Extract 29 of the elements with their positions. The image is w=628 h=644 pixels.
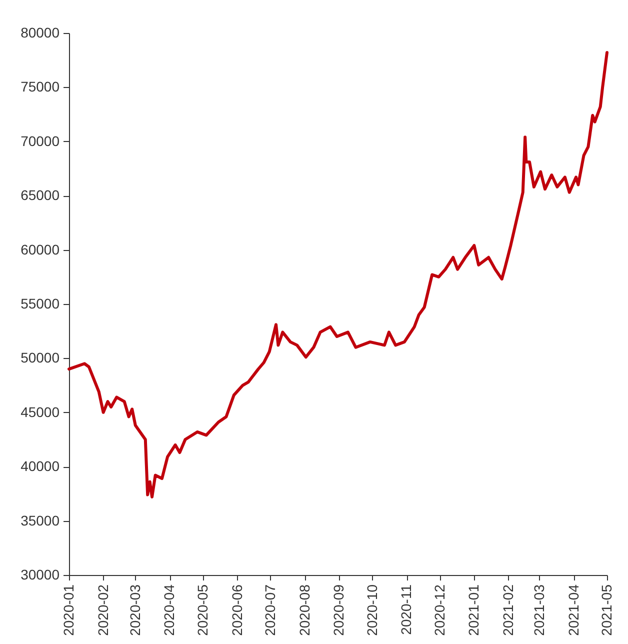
y-tick-label: 35000 [20,512,60,528]
x-tick-label: 2020-04 [161,584,178,636]
x-tick-label: 2020-09 [330,584,347,636]
y-tick-label: 40000 [20,458,60,474]
x-tick-label: 2020-12 [431,584,448,636]
x-tick-label: 2021-02 [500,584,516,636]
x-tick-label: 2020-06 [228,584,245,636]
y-tick-label: 80000 [20,24,60,40]
x-tick-label: 2020-05 [194,584,210,636]
x-tick-label: 2020-10 [364,584,380,636]
y-tick-label: 55000 [20,296,60,312]
y-tick-label: 65000 [20,187,60,204]
x-tick-label: 2020-11 [398,584,414,635]
line-series [68,51,608,498]
y-tick-label: 50000 [20,350,60,366]
x-tick-label: 2020-08 [296,584,312,636]
x-tick-label: 2020-01 [60,584,76,636]
x-tick-label: 2021-04 [565,584,582,636]
x-tick-label: 2020-03 [126,584,143,636]
y-tick-label: 30000 [20,566,60,582]
x-tick-label: 2021-03 [530,584,547,636]
x-tick-label: 2021-05 [598,584,614,636]
y-tick-label: 60000 [20,241,60,258]
x-tick-label: 2020-07 [262,584,278,636]
y-tick-label: 75000 [20,78,60,95]
y-tick-label: 70000 [20,132,60,149]
y-tick-label: 45000 [20,404,60,420]
x-tick-label: 2021-01 [466,584,482,636]
x-tick-label: 2020-02 [94,584,111,636]
